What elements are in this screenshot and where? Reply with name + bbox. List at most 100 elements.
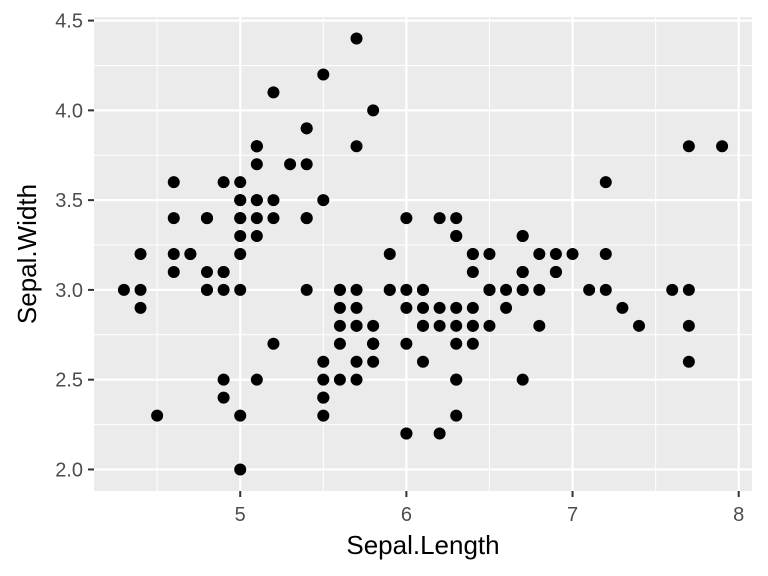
data-point xyxy=(533,319,546,332)
data-point xyxy=(417,283,429,296)
y-tick-label: 2.5 xyxy=(55,370,83,392)
data-point xyxy=(450,212,463,225)
data-point xyxy=(300,122,313,135)
data-point xyxy=(566,248,579,260)
data-point xyxy=(167,248,180,260)
data-point xyxy=(250,194,263,207)
data-point xyxy=(682,140,695,153)
data-point xyxy=(317,355,330,368)
data-point xyxy=(633,319,646,332)
data-point xyxy=(350,140,363,153)
data-point xyxy=(500,301,513,314)
data-point xyxy=(500,283,513,296)
data-point xyxy=(151,409,164,422)
data-point xyxy=(267,194,280,207)
data-point xyxy=(450,230,463,243)
data-point xyxy=(333,337,346,350)
y-tick-label: 4.0 xyxy=(55,100,83,122)
data-point xyxy=(217,265,230,278)
y-axis-title: Sepal.Width xyxy=(12,184,42,324)
data-point xyxy=(616,301,629,314)
data-point xyxy=(450,337,463,350)
data-point xyxy=(300,212,313,225)
data-point xyxy=(666,283,679,296)
data-point xyxy=(234,176,247,189)
data-point xyxy=(350,373,363,386)
data-point xyxy=(533,248,546,260)
data-point xyxy=(350,301,363,314)
data-point xyxy=(483,319,496,332)
data-point xyxy=(450,373,463,386)
data-point xyxy=(317,68,330,81)
data-point xyxy=(367,337,380,350)
x-axis-title: Sepal.Length xyxy=(346,530,499,560)
data-point xyxy=(217,176,230,189)
data-point xyxy=(333,283,346,296)
data-point xyxy=(167,265,180,278)
data-point xyxy=(400,283,413,296)
data-point xyxy=(450,409,463,422)
data-point xyxy=(483,283,496,296)
data-point xyxy=(367,104,380,117)
data-point xyxy=(333,373,346,386)
data-point xyxy=(234,212,247,225)
y-tick-label: 2.0 xyxy=(55,459,83,481)
data-point xyxy=(117,283,130,296)
data-point xyxy=(400,212,413,225)
data-point xyxy=(383,283,396,296)
x-tick-label: 6 xyxy=(401,504,412,526)
data-point xyxy=(417,355,429,368)
data-point xyxy=(284,158,297,171)
data-point xyxy=(333,301,346,314)
data-point xyxy=(549,248,562,260)
data-point xyxy=(549,265,562,278)
x-axis: 5 6 7 8 xyxy=(235,491,744,526)
data-point xyxy=(317,409,330,422)
data-point xyxy=(433,319,446,332)
data-point xyxy=(234,230,247,243)
data-point xyxy=(350,32,363,45)
data-point xyxy=(217,373,230,386)
data-point xyxy=(350,355,363,368)
data-point xyxy=(716,140,729,153)
data-point xyxy=(383,248,396,260)
data-point xyxy=(300,283,313,296)
data-point xyxy=(217,283,230,296)
data-points xyxy=(117,32,729,476)
data-point xyxy=(134,283,147,296)
data-point xyxy=(516,230,529,243)
data-point xyxy=(167,212,180,225)
data-point xyxy=(417,319,429,332)
data-point xyxy=(433,212,446,225)
data-point xyxy=(367,319,380,332)
data-point xyxy=(466,301,479,314)
plot-panel xyxy=(94,17,752,491)
data-point xyxy=(234,463,247,476)
data-point xyxy=(367,355,380,368)
data-point xyxy=(466,265,479,278)
data-point xyxy=(234,194,247,207)
data-point xyxy=(583,283,596,296)
data-point xyxy=(516,283,529,296)
data-point xyxy=(267,212,280,225)
data-point xyxy=(516,373,529,386)
data-point xyxy=(317,194,330,207)
data-point xyxy=(417,301,429,314)
data-point xyxy=(466,319,479,332)
data-point xyxy=(234,248,247,260)
x-tick-label: 8 xyxy=(733,504,744,526)
data-point xyxy=(450,319,463,332)
data-point xyxy=(267,337,280,350)
data-point xyxy=(682,355,695,368)
data-point xyxy=(599,283,612,296)
data-point xyxy=(350,319,363,332)
data-point xyxy=(317,391,330,404)
data-point xyxy=(217,391,230,404)
data-point xyxy=(450,301,463,314)
data-point xyxy=(400,427,413,440)
data-point xyxy=(234,283,247,296)
x-tick-label: 7 xyxy=(567,504,578,526)
data-point xyxy=(250,230,263,243)
data-point xyxy=(317,373,330,386)
